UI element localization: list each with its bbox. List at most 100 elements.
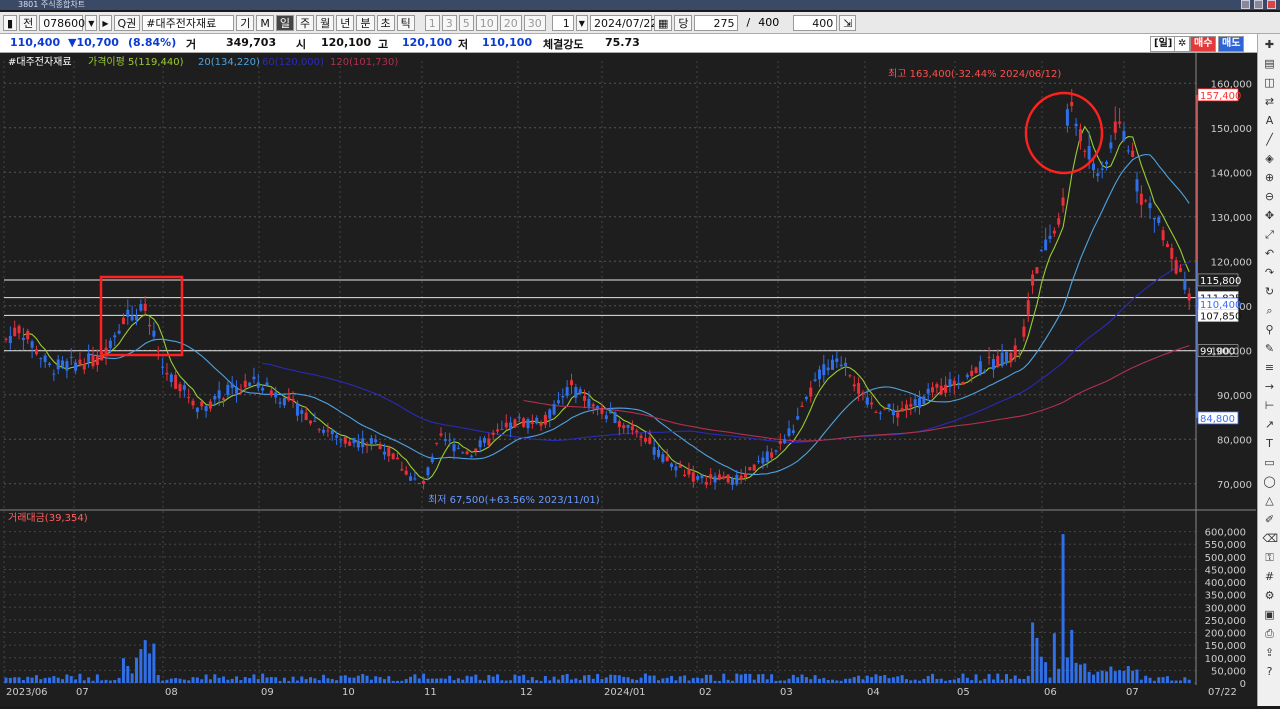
- price-change-pct: (8.84%): [128, 36, 177, 49]
- options-icon[interactable]: ✲: [1174, 36, 1191, 52]
- date-input[interactable]: 2024/07/22: [589, 14, 657, 31]
- chart-type-icon[interactable]: ▤: [1264, 57, 1275, 70]
- interval-20[interactable]: 20: [499, 14, 522, 31]
- code-next-icon[interactable]: ▶: [99, 14, 112, 31]
- period-year-tab[interactable]: 년: [336, 14, 355, 31]
- buy-button[interactable]: 매수: [1190, 36, 1217, 52]
- brush-icon[interactable]: ✐: [1264, 513, 1275, 526]
- close-icon[interactable]: [1267, 0, 1276, 9]
- open-value: 120,100: [321, 36, 372, 49]
- indicator-icon[interactable]: ◫: [1264, 76, 1275, 89]
- volume-bar: [570, 679, 573, 683]
- interval-30[interactable]: 30: [523, 14, 546, 31]
- volume-bar: [696, 677, 700, 683]
- volume-bar: [909, 680, 913, 683]
- period-month-tab[interactable]: 월: [316, 14, 335, 31]
- candle-body: [165, 372, 169, 375]
- trend-line-icon[interactable]: ╱: [1266, 133, 1273, 146]
- overlay-icon[interactable]: ◈: [1265, 152, 1274, 165]
- compare-icon[interactable]: ⇄: [1264, 95, 1275, 108]
- undo-icon[interactable]: ↶: [1264, 247, 1275, 260]
- chart-area[interactable]: 115,800 99,900 70,000 80,000 90,000 100,000 1…: [0, 53, 1256, 706]
- volume-bar: [30, 677, 34, 683]
- sell-button[interactable]: 매도: [1218, 36, 1245, 52]
- ray-icon[interactable]: →: [1264, 380, 1275, 393]
- candle-body: [809, 387, 813, 397]
- period-tick-tab[interactable]: 틱: [396, 14, 415, 31]
- count-input[interactable]: 275: [694, 14, 739, 31]
- volume-bar: [330, 679, 334, 683]
- stock-code-input[interactable]: 078600: [39, 14, 85, 31]
- zoom-in-icon[interactable]: ⊕: [1264, 171, 1275, 184]
- stock-search-button[interactable]: Q권: [113, 14, 141, 31]
- grid-icon[interactable]: #: [1264, 570, 1275, 583]
- zoom-out-icon[interactable]: ⊖: [1264, 190, 1275, 203]
- settings-icon[interactable]: ⚙: [1264, 589, 1275, 602]
- volume-bar: [4, 677, 8, 683]
- arrow-icon[interactable]: ↗: [1264, 418, 1275, 431]
- chart-settings-icon[interactable]: ▮: [3, 14, 18, 31]
- period-second-tab[interactable]: 초: [376, 14, 395, 31]
- volume-bar: [587, 674, 591, 683]
- date-mode-button[interactable]: 당: [674, 14, 693, 31]
- prev-button[interactable]: 전: [19, 14, 38, 31]
- help-button[interactable]: [일]: [1150, 36, 1177, 52]
- price-tick-label: 140,000: [1211, 168, 1252, 179]
- lock-icon[interactable]: ⚿: [1265, 551, 1274, 564]
- save-icon[interactable]: ▣: [1264, 608, 1275, 621]
- crosshair-icon[interactable]: ✚: [1264, 38, 1275, 51]
- ruler-icon[interactable]: ⊢: [1264, 399, 1275, 412]
- period-week-tab[interactable]: 주: [296, 14, 315, 31]
- print-icon[interactable]: ⎙: [1265, 627, 1274, 640]
- interval-10[interactable]: 10: [475, 14, 498, 31]
- period-day-tab[interactable]: 일: [275, 14, 295, 31]
- multiplier-dropdown-icon[interactable]: ▼: [575, 14, 588, 31]
- magnet-icon[interactable]: ⚲: [1265, 323, 1274, 336]
- eraser-icon[interactable]: ⌫: [1262, 532, 1279, 545]
- ellipse-icon[interactable]: ◯: [1263, 475, 1276, 488]
- calendar-icon[interactable]: ▦: [653, 14, 673, 31]
- refresh-icon[interactable]: ↻: [1264, 285, 1275, 298]
- period-month[interactable]: M: [256, 14, 274, 31]
- volume-bar: [1057, 668, 1061, 683]
- candle-body: [804, 396, 808, 400]
- multiplier-input[interactable]: 1: [551, 14, 574, 31]
- rect-icon[interactable]: ▭: [1264, 456, 1275, 469]
- volume-bar: [1152, 680, 1156, 683]
- candle-body: [256, 382, 260, 388]
- maximize-icon[interactable]: [1254, 0, 1263, 9]
- volume-bar: [765, 679, 769, 683]
- pan-icon[interactable]: ✥: [1264, 209, 1275, 222]
- interval-5[interactable]: 5: [458, 14, 474, 31]
- pen-icon[interactable]: ✎: [1264, 342, 1275, 355]
- candle-body: [578, 389, 582, 394]
- interval-3[interactable]: 3: [441, 14, 457, 31]
- code-dropdown-icon[interactable]: ▼: [85, 14, 98, 31]
- search-icon[interactable]: ⌕: [1266, 304, 1273, 317]
- text-icon[interactable]: T: [1266, 437, 1273, 450]
- volume-bar: [400, 680, 404, 683]
- fit-icon[interactable]: ⤢: [1265, 228, 1274, 241]
- apply-icon[interactable]: ⇲: [839, 14, 857, 31]
- fibonacci-icon[interactable]: ≡: [1264, 361, 1275, 374]
- triangle-icon[interactable]: △: [1265, 494, 1274, 507]
- horizontal-lines: 115,800 99,900: [4, 273, 1241, 358]
- redo-icon[interactable]: ↷: [1264, 266, 1275, 279]
- export-icon[interactable]: ⇪: [1264, 646, 1275, 659]
- time-tick-label: 04: [867, 687, 880, 698]
- period-minute-tab[interactable]: 분: [356, 14, 375, 31]
- help-icon[interactable]: ?: [1266, 665, 1273, 678]
- view-count-input[interactable]: 400: [793, 14, 838, 31]
- candle-body: [1052, 230, 1056, 234]
- volume-tick-label: 550,000: [1205, 540, 1246, 551]
- minimize-icon[interactable]: [1241, 0, 1250, 9]
- candle-body: [226, 384, 230, 395]
- candle-body: [1044, 239, 1048, 251]
- candle-body: [783, 439, 787, 444]
- period-period[interactable]: 기: [236, 14, 255, 31]
- interval-1[interactable]: 1: [424, 14, 440, 31]
- volume-bar: [361, 673, 365, 683]
- candle-body: [770, 452, 774, 458]
- auto-icon[interactable]: A: [1265, 114, 1274, 127]
